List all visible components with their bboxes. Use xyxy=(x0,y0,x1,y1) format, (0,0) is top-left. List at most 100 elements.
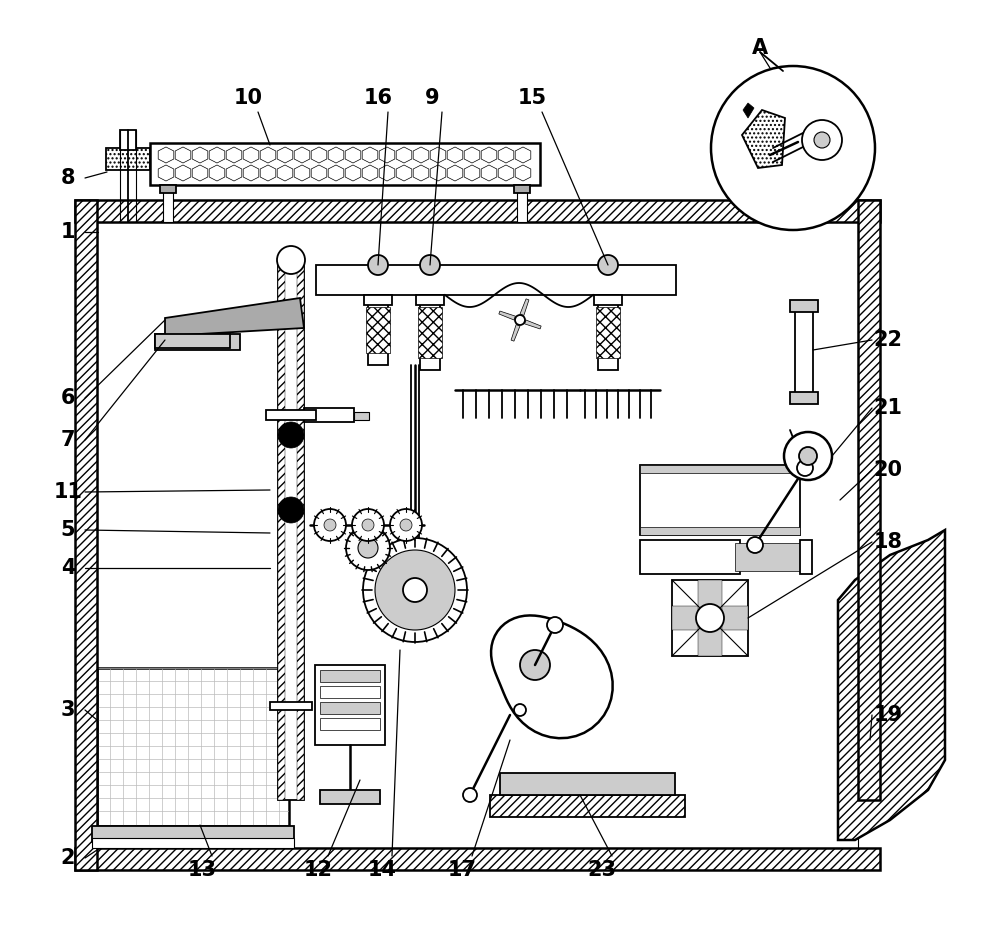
Polygon shape xyxy=(165,298,304,336)
Bar xyxy=(795,305,813,395)
Polygon shape xyxy=(396,147,412,163)
Polygon shape xyxy=(430,165,446,181)
Polygon shape xyxy=(520,299,529,316)
Text: 22: 22 xyxy=(874,330,902,350)
Circle shape xyxy=(400,519,412,531)
Circle shape xyxy=(784,432,832,480)
Polygon shape xyxy=(430,147,446,163)
Bar xyxy=(160,185,176,193)
Circle shape xyxy=(520,650,550,680)
Text: 6: 6 xyxy=(61,388,75,408)
Text: 20: 20 xyxy=(874,460,902,480)
Bar xyxy=(270,702,312,710)
Bar xyxy=(366,307,390,353)
Bar xyxy=(304,408,354,422)
Polygon shape xyxy=(243,165,259,181)
Polygon shape xyxy=(226,165,242,181)
Text: 21: 21 xyxy=(874,398,902,418)
Polygon shape xyxy=(209,165,225,181)
Circle shape xyxy=(802,120,842,160)
Text: 16: 16 xyxy=(364,88,392,108)
Circle shape xyxy=(363,538,467,642)
Polygon shape xyxy=(511,325,520,341)
Text: 14: 14 xyxy=(368,860,396,880)
Bar xyxy=(640,540,740,574)
Circle shape xyxy=(362,519,374,531)
Circle shape xyxy=(403,578,427,602)
Bar xyxy=(640,465,800,535)
Bar xyxy=(418,307,442,358)
Bar xyxy=(594,295,622,305)
Polygon shape xyxy=(498,165,514,181)
Text: 4: 4 xyxy=(61,558,75,578)
Circle shape xyxy=(515,315,525,325)
Bar xyxy=(320,686,380,698)
Bar xyxy=(315,665,385,745)
Bar xyxy=(596,307,620,358)
Bar xyxy=(598,295,618,370)
Polygon shape xyxy=(209,147,225,163)
Polygon shape xyxy=(311,147,327,163)
Circle shape xyxy=(390,509,422,541)
Bar xyxy=(672,580,748,656)
Text: A: A xyxy=(752,38,768,58)
Circle shape xyxy=(598,255,618,275)
Polygon shape xyxy=(260,165,276,181)
Polygon shape xyxy=(743,103,754,118)
Bar xyxy=(320,670,380,682)
Polygon shape xyxy=(396,165,412,181)
Text: 3: 3 xyxy=(61,700,75,720)
Bar xyxy=(97,222,858,848)
Circle shape xyxy=(278,422,304,448)
Polygon shape xyxy=(192,165,208,181)
Circle shape xyxy=(814,132,830,148)
Bar xyxy=(735,543,810,571)
Circle shape xyxy=(346,526,390,570)
Text: 8: 8 xyxy=(61,168,75,188)
Bar xyxy=(120,130,136,150)
Circle shape xyxy=(278,497,304,523)
Text: 12: 12 xyxy=(304,860,332,880)
Polygon shape xyxy=(742,110,785,168)
Circle shape xyxy=(352,509,384,541)
Polygon shape xyxy=(672,606,748,630)
Bar xyxy=(106,148,150,170)
Polygon shape xyxy=(260,147,276,163)
Polygon shape xyxy=(447,165,463,181)
Polygon shape xyxy=(464,165,480,181)
Bar xyxy=(514,185,530,193)
Text: 23: 23 xyxy=(588,860,616,880)
Bar xyxy=(155,334,240,350)
Bar xyxy=(500,773,675,795)
Text: 17: 17 xyxy=(448,860,477,880)
Bar xyxy=(320,702,380,714)
Polygon shape xyxy=(277,165,293,181)
Bar xyxy=(490,795,685,817)
Polygon shape xyxy=(175,165,191,181)
Polygon shape xyxy=(499,311,515,320)
Polygon shape xyxy=(175,147,191,163)
Polygon shape xyxy=(379,165,395,181)
Circle shape xyxy=(375,550,455,630)
Bar xyxy=(368,295,388,365)
Polygon shape xyxy=(294,165,310,181)
Text: 19: 19 xyxy=(873,705,903,725)
Polygon shape xyxy=(328,147,344,163)
Polygon shape xyxy=(328,165,344,181)
Text: 5: 5 xyxy=(61,520,75,540)
Circle shape xyxy=(547,617,563,633)
Polygon shape xyxy=(464,147,480,163)
Polygon shape xyxy=(362,147,378,163)
Text: 11: 11 xyxy=(54,482,82,502)
Polygon shape xyxy=(491,616,613,738)
Polygon shape xyxy=(525,320,541,329)
Polygon shape xyxy=(158,147,174,163)
Text: 13: 13 xyxy=(188,860,216,880)
Bar xyxy=(790,300,818,312)
Bar xyxy=(416,295,444,305)
Bar xyxy=(790,392,818,404)
Bar xyxy=(420,295,440,370)
Polygon shape xyxy=(498,147,514,163)
Circle shape xyxy=(324,519,336,531)
Polygon shape xyxy=(481,165,497,181)
